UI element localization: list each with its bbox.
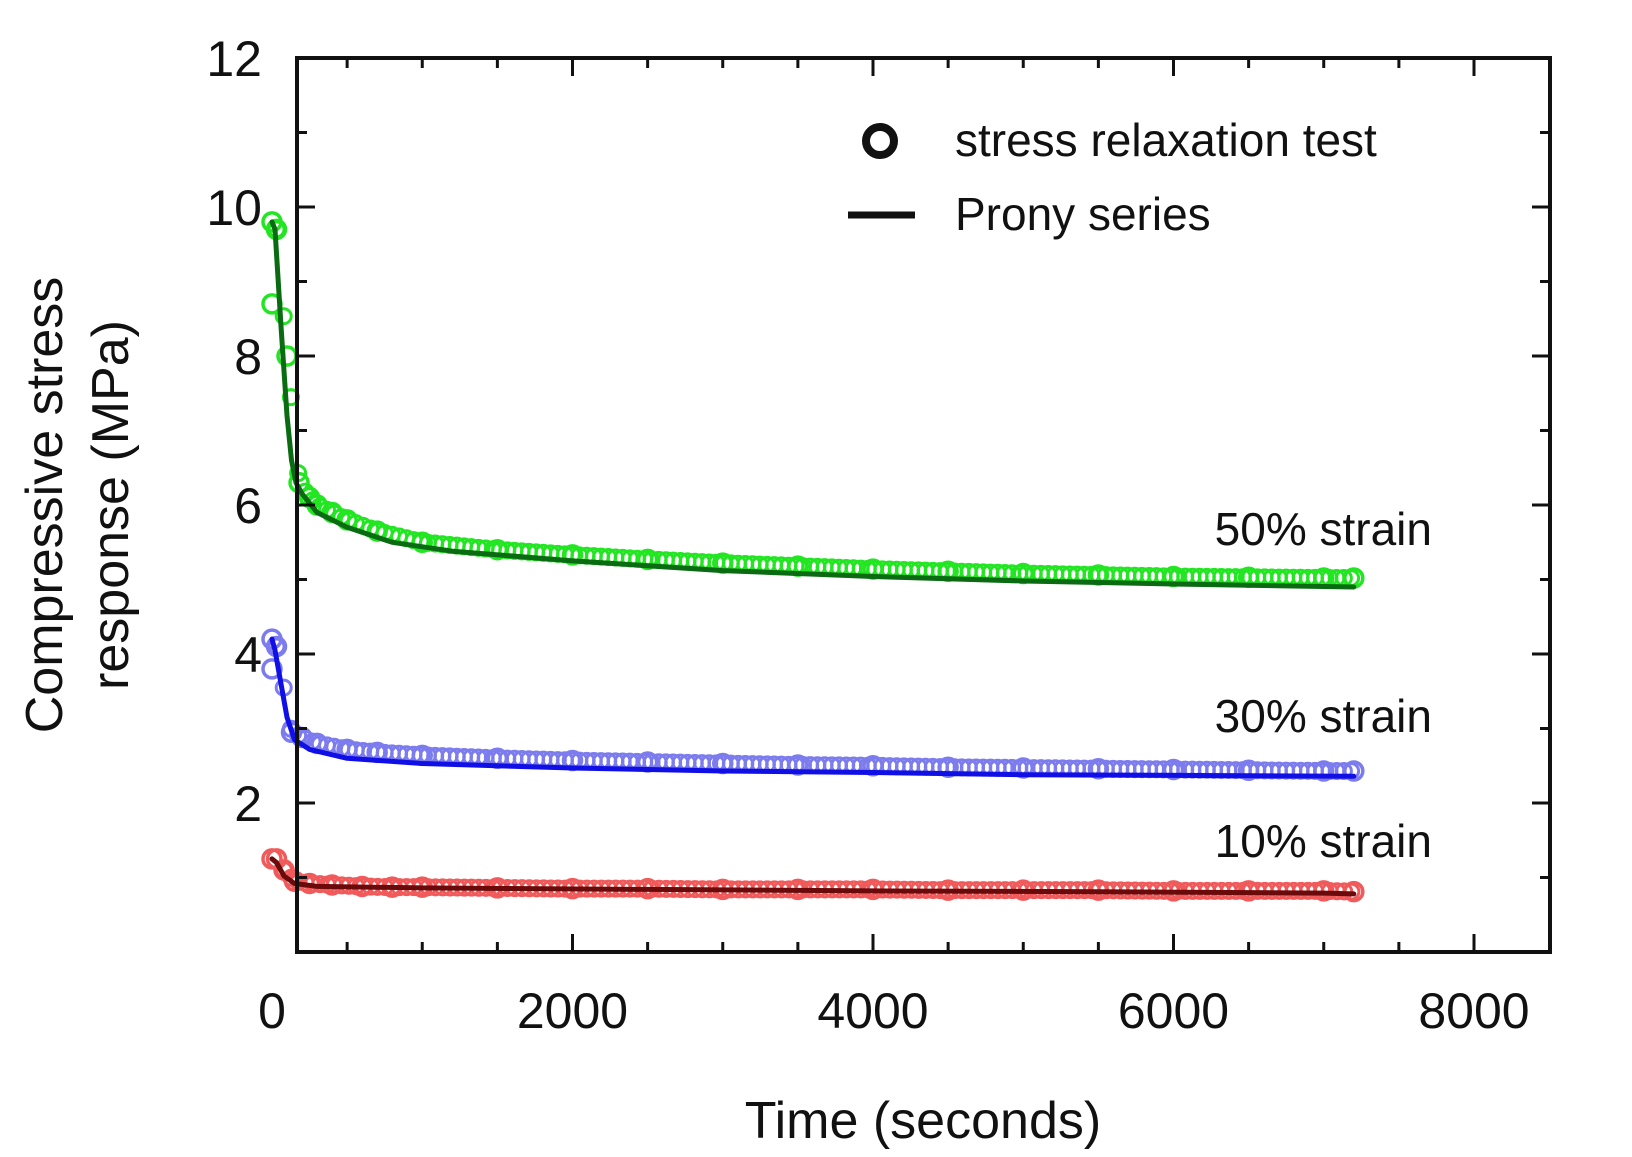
test-point-50 [274,307,293,326]
strain-label-30: 30% strain [1215,690,1432,742]
series-30-strain [261,628,1365,782]
y-tick-label: 12 [206,31,262,87]
strain-label-50: 50% strain [1215,503,1432,555]
fit-line-10 [269,856,1357,897]
y-tick-label: 6 [234,478,262,534]
x-tick-label: 4000 [817,983,928,1039]
x-tick-label: 8000 [1418,983,1529,1039]
plot-data-layer [261,211,1365,903]
y-tick-label: 8 [234,329,262,385]
legend-label-test: stress relaxation test [955,114,1377,166]
legend-label-fit: Prony series [955,188,1211,240]
y-axis-title-line-1: Compressive stress [16,277,74,734]
y-tick-label: 4 [234,627,262,683]
legend-circle-marker [862,123,898,159]
fit-line-30 [269,636,1357,779]
series-10-strain [261,848,1365,903]
x-tick-label: 0 [258,983,286,1039]
y-tick-label: 10 [206,180,262,236]
series-50-strain [261,211,1365,590]
y-axis-title-line-2: response (MPa) [82,320,140,690]
strain-label-10: 10% strain [1215,815,1432,867]
x-tick-label: 6000 [1118,983,1229,1039]
test-point-30 [261,658,283,680]
legend: stress relaxation test Prony series [848,114,1377,240]
y-tick-label: 2 [234,776,262,832]
x-axis-title: Time (seconds) [745,1092,1101,1150]
axis-ticks [297,56,1550,952]
fit-line-50 [269,219,1357,590]
tick-labels: 0 2000 4000 6000 8000 2 4 6 8 10 12 [206,31,1529,1039]
x-tick-label: 2000 [517,983,628,1039]
y-axis-title: Compressive stress response (MPa) [16,277,140,734]
